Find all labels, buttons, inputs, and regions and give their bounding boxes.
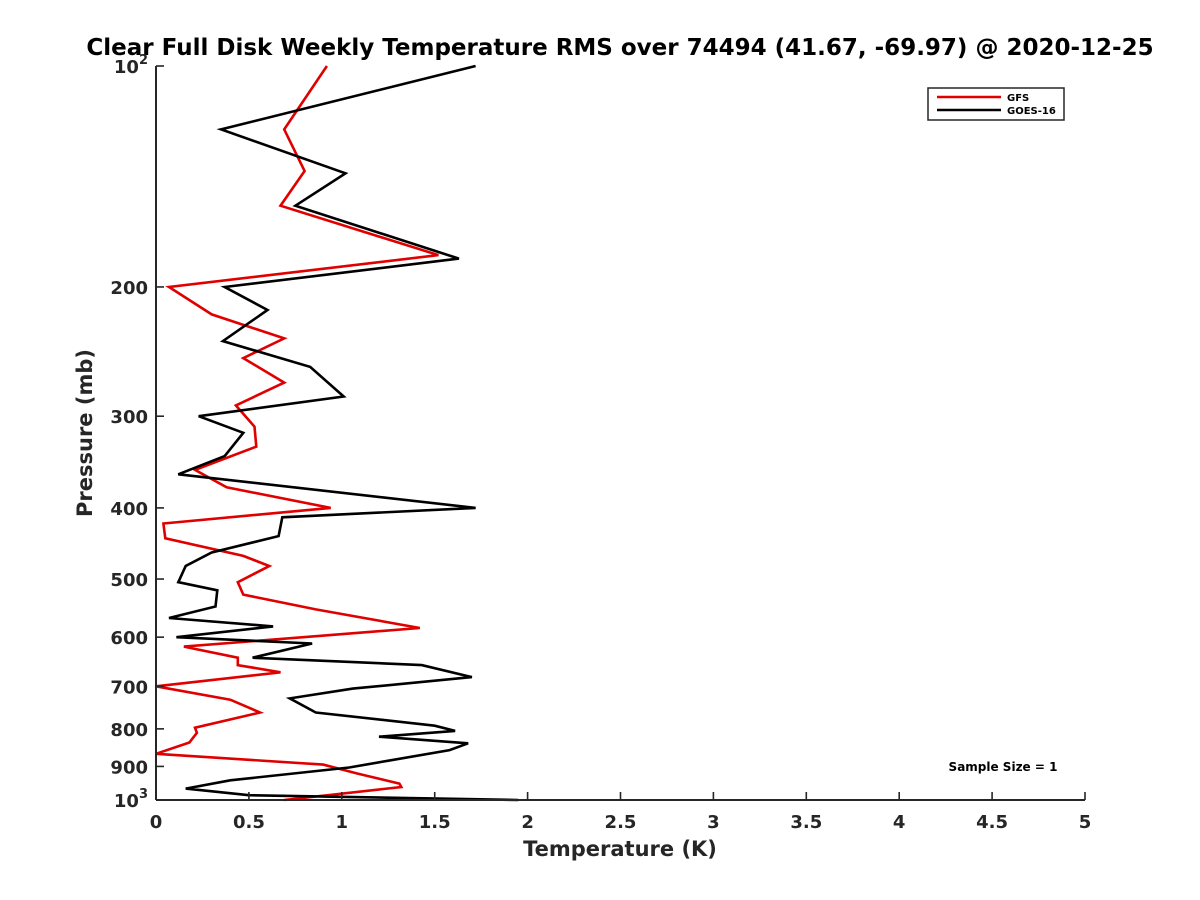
x-tick-label: 4	[893, 812, 906, 833]
y-tick-label: 300	[110, 407, 148, 428]
x-axis-label: Temperature (K)	[523, 837, 717, 861]
y-tick-label: 102	[114, 53, 148, 78]
series-layer	[155, 64, 519, 802]
x-tick-label: 2	[521, 812, 534, 833]
x-tick-label: 2.5	[605, 812, 637, 833]
x-axis-ticks: 0 0.5 1 1.5 2 2.5 3 3.5 4 4.5 5	[150, 792, 1092, 833]
y-tick-label: 800	[110, 720, 148, 741]
y-tick-label: 500	[110, 570, 148, 591]
x-tick-label: 3.5	[790, 812, 822, 833]
sample-size-annotation: Sample Size = 1	[949, 760, 1058, 774]
x-tick-label: 1	[336, 812, 349, 833]
legend-box	[927, 87, 1065, 121]
x-tick-label: 5	[1079, 812, 1092, 833]
y-tick-label: 700	[110, 677, 148, 698]
y-tick-label-base: 10	[114, 57, 139, 78]
y-tick-label-base: 10	[114, 791, 139, 812]
y-tick-label: 400	[110, 499, 148, 520]
y-tick-label-exponent: 2	[139, 53, 148, 68]
y-tick-label: 103	[114, 787, 148, 812]
x-tick-label: 4.5	[976, 812, 1008, 833]
y-tick-label-exponent: 3	[139, 787, 148, 802]
x-tick-label: 1.5	[419, 812, 451, 833]
chart-legend: GFS GOES-16	[927, 87, 1065, 121]
x-tick-label: 0.5	[233, 812, 265, 833]
y-tick-label: 200	[110, 278, 148, 299]
legend-label-gfs: GFS	[1007, 93, 1029, 104]
x-tick-label: 0	[150, 812, 163, 833]
chart-title: Clear Full Disk Weekly Temperature RMS o…	[86, 35, 1153, 61]
plot-area: 0 0.5 1 1.5 2 2.5 3 3.5 4 4.5 5 102200300400500600…	[110, 53, 1091, 833]
legend-label-goes-16: GOES-16	[1007, 106, 1056, 117]
y-tick-label: 900	[110, 757, 148, 778]
x-tick-label: 3	[707, 812, 720, 833]
y-axis-label: Pressure (mb)	[73, 349, 97, 517]
y-tick-label: 600	[110, 628, 148, 649]
series-line-goes-16	[168, 64, 519, 802]
series-line-gfs	[155, 65, 439, 802]
